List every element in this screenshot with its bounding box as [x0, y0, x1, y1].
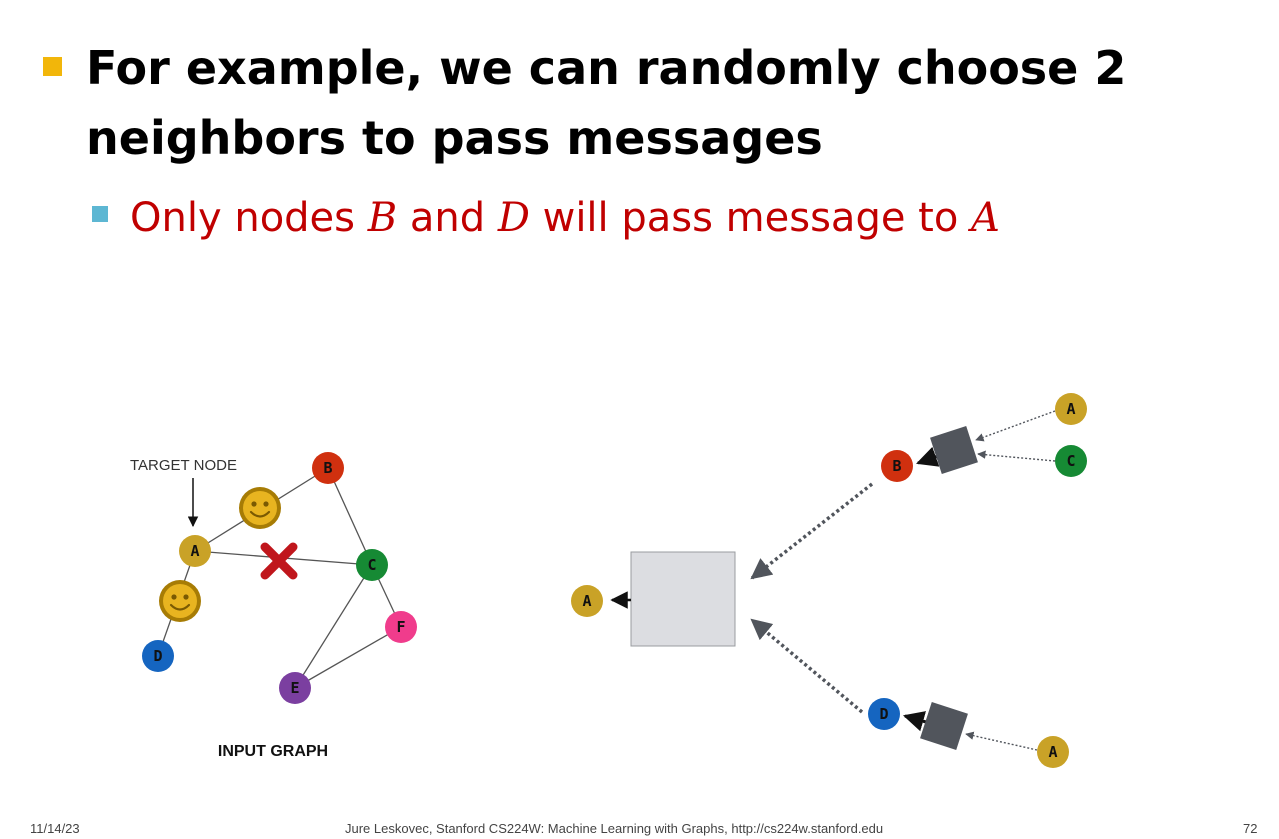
footer-date: 11/14/23 — [30, 821, 80, 836]
node-f: F — [385, 611, 417, 643]
footer-credit: Jure Leskovec, Stanford CS224W: Machine … — [345, 821, 884, 836]
computation-graph: A B A C D A — [571, 393, 1087, 768]
slide-subtitle: Only nodes B and D will pass message to … — [130, 188, 1230, 248]
edge-b-from-c — [977, 450, 1056, 462]
node-c-label: C — [367, 556, 376, 574]
node-f-label: F — [396, 618, 405, 636]
edge-e-f — [294, 626, 402, 689]
input-graph: TARGET NODE A B — [130, 452, 417, 760]
title-bullet — [43, 57, 62, 76]
cross-icon — [260, 542, 298, 580]
footer-page-number: 72 — [1243, 821, 1258, 836]
node-b: B — [312, 452, 344, 484]
level2-node-a-of-d: A — [1037, 736, 1069, 768]
message-arrow-d — [750, 618, 864, 714]
root-node-a: A — [571, 585, 603, 617]
smiley-icon — [239, 487, 281, 529]
subtitle-node-a: A — [971, 195, 1000, 241]
level1-node-b: B — [881, 450, 913, 482]
node-b-label: B — [323, 459, 332, 477]
subtitle-node-b: B — [367, 195, 398, 241]
level2-node-a-of-b: A — [1055, 393, 1087, 425]
subtitle-mid: and — [397, 195, 498, 241]
subtitle-node-d: D — [497, 195, 530, 241]
svg-text:A: A — [1066, 400, 1075, 418]
smiley-icon — [159, 580, 201, 622]
edge-d-from-a — [965, 731, 1038, 751]
node-d: D — [142, 640, 174, 672]
node-d-label: D — [153, 647, 162, 665]
node-e: E — [279, 672, 311, 704]
target-node-label: TARGET NODE — [130, 457, 237, 474]
edge-c-e — [294, 564, 373, 689]
node-a: A — [179, 535, 211, 567]
aggregator-d — [920, 702, 968, 750]
svg-text:B: B — [892, 457, 901, 475]
level2-node-c-of-b: C — [1055, 445, 1087, 477]
edge-b-c — [327, 467, 373, 566]
svg-text:D: D — [879, 705, 888, 723]
subtitle-prefix: Only nodes — [130, 195, 368, 241]
input-graph-caption: INPUT GRAPH — [218, 743, 328, 760]
svg-text:A: A — [1048, 743, 1057, 761]
node-e-label: E — [290, 679, 299, 697]
message-arrow-b — [750, 482, 874, 580]
agg-arrow-d — [902, 711, 927, 732]
subtitle-suffix: will pass message to — [529, 195, 972, 241]
agg-arrow-b — [916, 446, 940, 467]
subtitle-bullet — [92, 206, 108, 222]
slide-title: For example, we can randomly choose 2 ne… — [86, 41, 1127, 165]
svg-text:C: C — [1066, 452, 1075, 470]
level1-node-d: D — [868, 698, 900, 730]
root-aggregator-box — [630, 551, 736, 647]
node-c: C — [356, 549, 388, 581]
node-a-label: A — [190, 542, 199, 560]
edge-b-from-a — [975, 410, 1056, 442]
svg-text:A: A — [582, 592, 591, 610]
aggregator-b — [930, 426, 978, 474]
